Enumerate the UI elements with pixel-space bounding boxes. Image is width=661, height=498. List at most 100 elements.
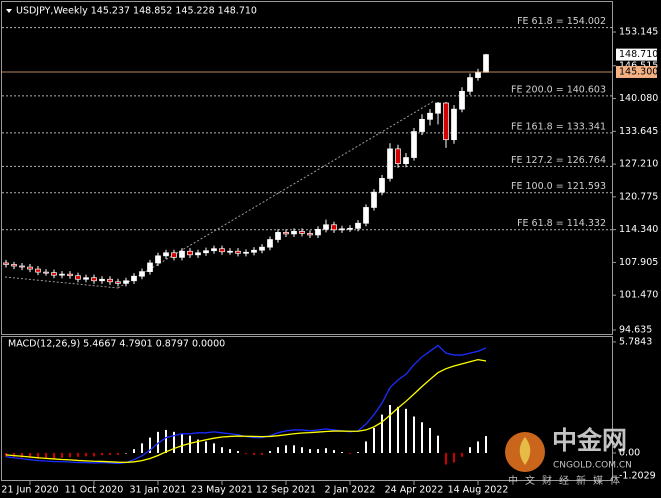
candle-body (259, 246, 265, 251)
candle-body (155, 255, 161, 264)
macd-histogram-bar (309, 449, 311, 453)
macd-histogram-bar (405, 408, 407, 453)
fib-label: FE 61.8 = 154.002 (517, 16, 606, 27)
x-tick-label: 11 Oct 2020 (65, 485, 124, 496)
macd-histogram-bar (253, 452, 255, 455)
y-tick-label: 153.145 (619, 27, 658, 38)
macd-histogram-bar (333, 450, 335, 453)
macd-histogram-bar (181, 433, 183, 453)
candle-body (251, 249, 257, 253)
candle-body (163, 252, 169, 257)
x-tick-label: 12 Sep 2021 (256, 485, 316, 496)
y-tick-label: 133.645 (619, 126, 658, 137)
macd-histogram-bar (397, 406, 399, 453)
x-tick-label: 21 Jun 2020 (1, 485, 58, 496)
macd-histogram-bar (453, 452, 455, 463)
candle-body (275, 232, 281, 240)
candle-body (355, 222, 361, 229)
macd-histogram-bar (53, 452, 55, 459)
macd-histogram-bar (381, 414, 383, 453)
candle-body (147, 262, 153, 272)
candle-body (475, 72, 481, 78)
y-tick-label: 140.080 (619, 93, 658, 104)
macd-signal-line (5, 358, 487, 464)
fib-label: FE 161.8 = 133.341 (511, 121, 606, 132)
candle-body (139, 271, 145, 277)
macd-histogram-bar (485, 436, 487, 453)
macd-histogram-bar (293, 445, 295, 453)
candle-body (267, 239, 273, 248)
candle-body (51, 272, 57, 276)
trend-line (4, 276, 119, 289)
macd-histogram-bar (61, 452, 63, 458)
macd-histogram-bar (213, 443, 215, 453)
candle-body (195, 252, 201, 256)
y-tick-label: 114.340 (619, 224, 658, 235)
macd-histogram-bar (389, 404, 391, 453)
macd-histogram-bar (69, 452, 71, 458)
candle-body (323, 224, 329, 230)
y-tick-label: 101.470 (619, 290, 658, 301)
menu-icon[interactable] (6, 9, 12, 13)
macd-histogram-bar (141, 443, 143, 453)
candle-body (283, 232, 289, 235)
candle-body (371, 191, 377, 208)
candle-body (211, 248, 217, 252)
y-tick-label: -1.2029 (619, 471, 656, 482)
candle-body (171, 252, 177, 258)
y-tick-label: 146.515 (619, 60, 658, 71)
x-tick-label: 14 Aug 2022 (448, 485, 509, 496)
macd-histogram-bar (229, 449, 231, 453)
macd-histogram-bar (421, 422, 423, 453)
candle-body (35, 268, 41, 273)
trend-line (117, 100, 435, 289)
macd-histogram-bar (221, 447, 223, 453)
macd-histogram-bar (37, 452, 39, 459)
macd-histogram-bar (365, 441, 367, 453)
candle-body (363, 207, 369, 224)
macd-histogram-bar (157, 431, 159, 453)
macd-histogram-bar (469, 447, 471, 453)
macd-histogram-bar (413, 416, 415, 453)
macd-histogram-bar (325, 448, 327, 453)
candle-body (203, 250, 209, 254)
macd-histogram-bar (21, 452, 23, 458)
macd-histogram-bar (205, 441, 207, 453)
y-tick-label: 94.635 (619, 325, 652, 336)
candle-body (187, 250, 193, 256)
macd-title: MACD(12,26,9) 5.4667 4.7901 0.8797 0.000… (8, 339, 225, 350)
fib-label: FE 100.0 = 121.593 (511, 181, 606, 192)
logo-url: CNGOLD.COM.CN (553, 461, 632, 471)
macd-histogram-bar (437, 435, 439, 453)
y-tick-label: 120.775 (619, 191, 658, 202)
macd-histogram-bar (29, 452, 31, 458)
price-label: 145.300 (619, 66, 658, 77)
candle-body (235, 250, 241, 254)
candle-body (443, 102, 449, 141)
candle-body (331, 224, 337, 231)
y-tick-label: 5.7843 (619, 336, 652, 347)
macd-histogram-bar (101, 452, 103, 456)
logo-name: 中金网 (552, 426, 627, 455)
candle-body (27, 266, 33, 270)
candle-body (11, 264, 17, 267)
macd-histogram-bar (189, 435, 191, 453)
macd-histogram-bar (477, 441, 479, 453)
macd-histogram-bar (133, 449, 135, 453)
candle-body (451, 108, 457, 141)
candle-body (179, 250, 185, 258)
candle-body (387, 148, 393, 179)
candle-body (43, 271, 49, 274)
candle-body (83, 277, 89, 280)
macd-histogram-bar (341, 452, 343, 453)
macd-panel (1, 336, 613, 481)
x-tick-label: 24 Apr 2022 (385, 485, 444, 496)
candle-body (115, 281, 121, 284)
macd-histogram-bar (173, 431, 175, 453)
chart-title: USDJPY,Weekly 145.237 148.852 145.228 14… (16, 6, 257, 17)
candle-body (219, 248, 225, 253)
candle-body (411, 131, 417, 158)
macd-histogram-bar (429, 428, 431, 453)
macd-histogram-bar (461, 452, 463, 457)
